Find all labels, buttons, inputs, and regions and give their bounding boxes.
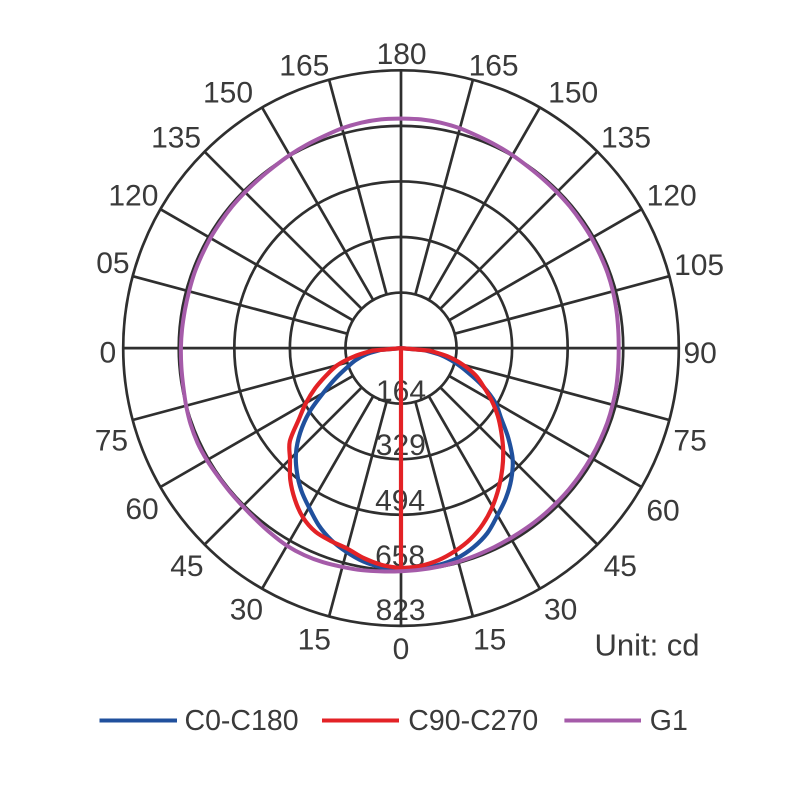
- svg-text:30: 30: [544, 594, 577, 627]
- svg-text:75: 75: [673, 424, 706, 457]
- svg-text:105: 105: [674, 249, 724, 282]
- svg-text:15: 15: [473, 623, 506, 656]
- svg-text:180: 180: [377, 38, 427, 71]
- svg-text:C90-C270: C90-C270: [408, 705, 538, 737]
- svg-text:90: 90: [684, 337, 717, 370]
- svg-text:0: 0: [393, 633, 410, 666]
- svg-text:05: 05: [96, 247, 129, 280]
- svg-text:135: 135: [151, 122, 201, 155]
- svg-text:165: 165: [279, 49, 329, 82]
- svg-text:60: 60: [646, 495, 679, 528]
- svg-text:30: 30: [230, 594, 263, 627]
- svg-text:150: 150: [548, 76, 598, 109]
- svg-text:75: 75: [95, 424, 128, 457]
- svg-text:135: 135: [601, 122, 651, 155]
- svg-text:15: 15: [298, 623, 331, 656]
- svg-text:120: 120: [647, 180, 697, 213]
- svg-text:45: 45: [170, 550, 203, 583]
- svg-text:165: 165: [469, 49, 519, 82]
- svg-text:60: 60: [125, 493, 158, 526]
- svg-text:0: 0: [100, 336, 117, 369]
- svg-text:Unit: cd: Unit: cd: [594, 628, 699, 663]
- svg-text:120: 120: [108, 179, 158, 212]
- svg-text:150: 150: [203, 76, 253, 109]
- svg-text:G1: G1: [650, 705, 688, 737]
- svg-text:C0-C180: C0-C180: [185, 705, 299, 737]
- svg-text:45: 45: [604, 550, 637, 583]
